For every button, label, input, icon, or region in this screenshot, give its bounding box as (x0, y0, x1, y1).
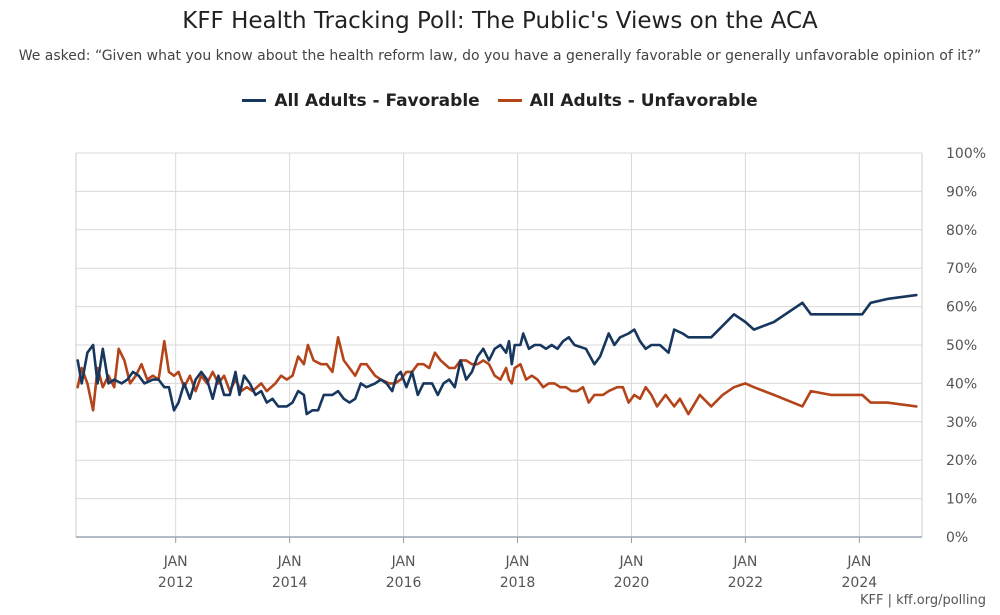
x-tick-label-year: 2020 (614, 575, 650, 591)
chart-title: KFF Health Tracking Poll: The Public's V… (182, 8, 818, 34)
y-tick-label: 20% (946, 453, 977, 469)
x-tick-label-month: JAN (505, 554, 530, 570)
source-credit: KFF | kff.org/polling (860, 593, 986, 608)
series-line-favorable[interactable] (76, 293, 918, 416)
legend-item-unfavorable[interactable]: All Adults - Unfavorable (497, 90, 758, 111)
x-axis-labels: JAN 2012 JAN 2014 JAN 2016 JAN 2018 JAN 2020 JAN 20… (158, 554, 877, 591)
y-tick-label: 60% (946, 300, 977, 316)
y-axis-labels: 0% 10% 20% 30% 40% 50% 60% 70% 80% 90% 100% (946, 146, 986, 546)
y-tick-label: 40% (946, 376, 977, 392)
y-tick-label: 90% (946, 184, 977, 200)
grid (75, 152, 923, 543)
y-tick-label: 10% (946, 492, 977, 508)
x-tick-label-month: JAN (846, 554, 871, 570)
legend-swatch-unfavorable (497, 99, 522, 102)
x-tick-label-year: 2022 (728, 575, 764, 591)
x-tick-label-year: 2012 (158, 575, 194, 591)
x-tick-label-month: JAN (277, 554, 302, 570)
legend-swatch-favorable (242, 99, 267, 102)
legend: All Adults - Favorable All Adults - Unfa… (0, 87, 1000, 111)
legend-label-favorable: All Adults - Favorable (274, 90, 480, 111)
y-tick-label: 70% (946, 261, 977, 277)
series-lines (76, 293, 918, 416)
y-tick-label: 0% (946, 530, 968, 546)
x-tick-label-year: 2016 (386, 575, 422, 591)
x-tick-label-year: 2014 (272, 575, 308, 591)
y-tick-label: 50% (946, 338, 977, 354)
x-tick-label-month: JAN (163, 554, 188, 570)
x-tick-label-month: JAN (618, 554, 643, 570)
legend-item-favorable[interactable]: All Adults - Favorable (242, 90, 480, 111)
y-tick-label: 100% (946, 146, 986, 162)
x-tick-label-month: JAN (732, 554, 757, 570)
x-tick-label-year: 2024 (842, 575, 878, 591)
y-tick-label: 80% (946, 223, 977, 239)
chart-subtitle: We asked: “Given what you know about the… (18, 48, 982, 64)
x-tick-label-year: 2018 (500, 575, 536, 591)
y-tick-label: 30% (946, 415, 977, 431)
legend-label-unfavorable: All Adults - Unfavorable (529, 90, 758, 111)
x-tick-label-month: JAN (391, 554, 416, 570)
